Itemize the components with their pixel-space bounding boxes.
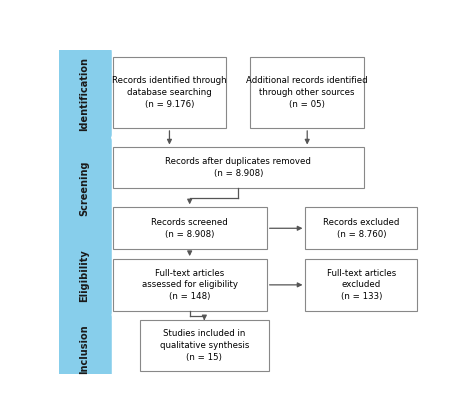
FancyBboxPatch shape [112,147,364,188]
Text: Records after duplicates removed
(n = 8.908): Records after duplicates removed (n = 8.… [165,157,311,178]
FancyBboxPatch shape [56,227,112,318]
Text: Records screened
(n = 8.908): Records screened (n = 8.908) [151,218,228,239]
Text: Inclusion: Inclusion [79,325,89,374]
FancyBboxPatch shape [305,207,418,249]
FancyBboxPatch shape [56,46,112,140]
Text: Additional records identified
through other sources
(n = 05): Additional records identified through ot… [246,76,368,109]
Text: Records excluded
(n = 8.760): Records excluded (n = 8.760) [323,218,400,239]
Text: Screening: Screening [79,160,89,215]
FancyBboxPatch shape [56,311,112,380]
FancyBboxPatch shape [112,207,267,249]
FancyBboxPatch shape [112,57,227,128]
Text: Identification: Identification [79,57,89,131]
FancyBboxPatch shape [250,57,364,128]
Text: Full-text articles
excluded
(n = 133): Full-text articles excluded (n = 133) [327,268,396,301]
FancyBboxPatch shape [56,135,112,236]
FancyBboxPatch shape [112,259,267,311]
FancyBboxPatch shape [140,320,269,370]
Text: Studies included in
qualitative synthesis
(n = 15): Studies included in qualitative synthesi… [160,329,249,362]
Text: Records identified through
database searching
(n = 9.176): Records identified through database sear… [112,76,227,109]
FancyBboxPatch shape [305,259,418,311]
Text: Eligibility: Eligibility [79,249,89,302]
Text: Full-text articles
assessed for eligibility
(n = 148): Full-text articles assessed for eligibil… [142,268,237,301]
